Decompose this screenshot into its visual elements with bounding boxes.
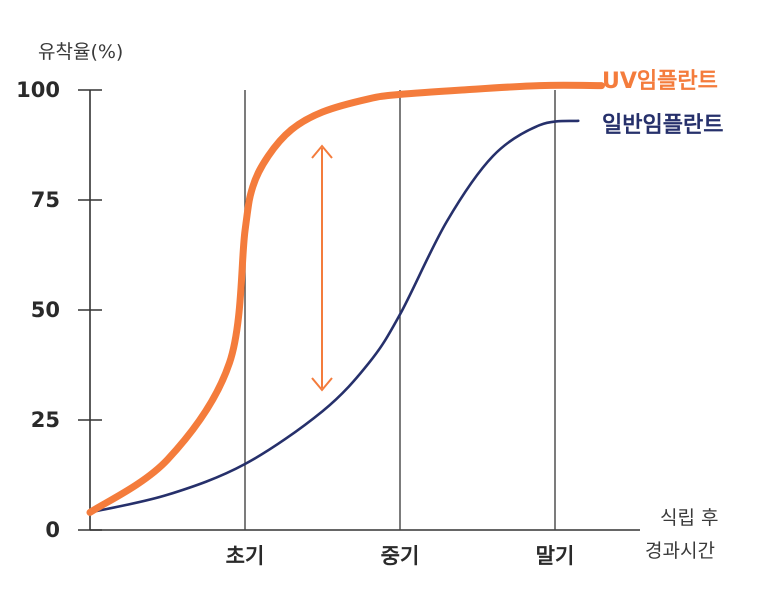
x-category-label: 중기 xyxy=(381,544,420,568)
y-tick-label: 100 xyxy=(16,78,60,102)
arrow-head-down xyxy=(311,377,333,392)
y-ticks: 0 25 50 75 100 xyxy=(16,78,102,542)
legend-label: 일반임플란트 xyxy=(602,113,723,138)
y-tick-label: 50 xyxy=(31,298,60,322)
y-tick-label: 0 xyxy=(45,518,60,542)
arrow-head-up xyxy=(311,144,333,159)
comparison-arrow xyxy=(311,144,333,392)
general-implant-line xyxy=(88,119,580,514)
x-labels: 초기 중기 말기 xyxy=(226,544,575,568)
x-category-label: 초기 xyxy=(226,544,265,568)
x-category-label: 말기 xyxy=(536,544,575,568)
y-axis-title: 유착율(%) xyxy=(38,41,123,63)
x-axis-title-line2: 경과시간 xyxy=(645,540,715,562)
y-tick-label: 75 xyxy=(31,188,60,212)
legend-label: UV임플란트 xyxy=(602,69,718,94)
category-grid xyxy=(244,90,556,530)
series-group xyxy=(86,81,605,516)
x-axis-title-line1: 식립 후 xyxy=(660,507,718,529)
y-tick-label: 25 xyxy=(31,408,60,432)
uv-implant-line xyxy=(86,81,605,516)
